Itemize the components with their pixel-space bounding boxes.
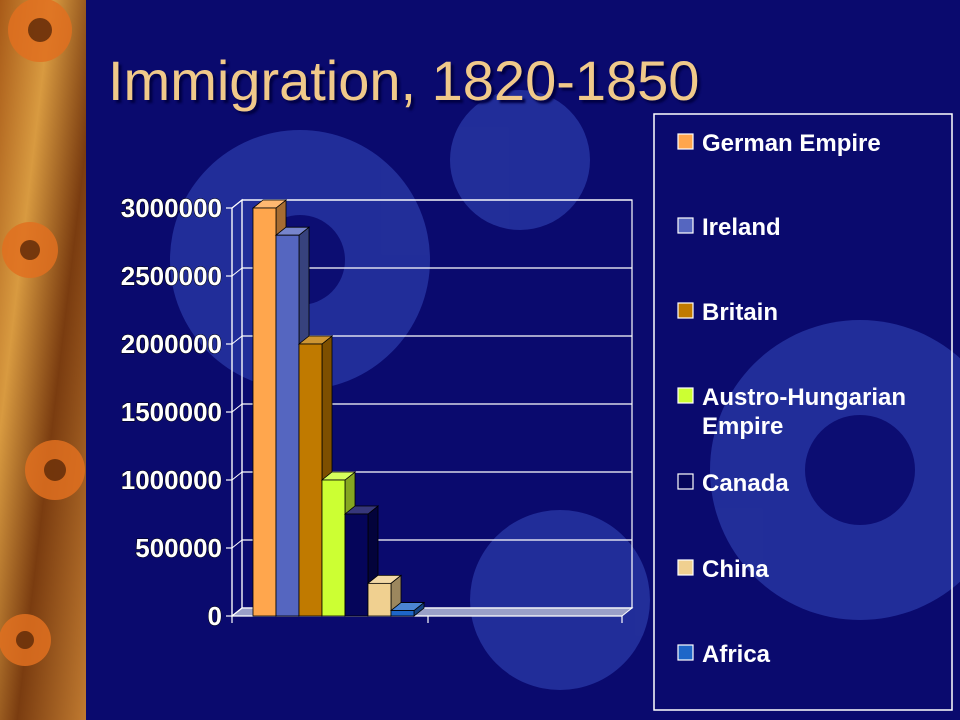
legend-label: China <box>702 556 769 583</box>
legend-label-line: Austro-Hungarian <box>702 384 906 411</box>
legend: German Empire Ireland Britain Austro-Hungar… <box>653 113 953 711</box>
legend-label: German Empire <box>702 130 881 157</box>
gridline-side <box>231 607 243 617</box>
legend-label-line: Canada <box>702 470 789 497</box>
y-tick-label: 1000000 <box>121 465 222 495</box>
strip-gear-inner-icon <box>16 18 66 649</box>
gridline-side <box>231 335 243 345</box>
legend-label-line: China <box>702 556 769 583</box>
bar-front <box>298 343 323 617</box>
legend-swatch <box>677 559 694 576</box>
bar-front <box>344 513 369 617</box>
y-axis-ticks: 3000000 2500000 2000000 1500000 1000000 50000… <box>120 193 232 632</box>
legend-label-line: German Empire <box>702 130 881 157</box>
legend-swatch <box>677 644 694 661</box>
legend-item: Africa <box>677 641 771 668</box>
legend-swatch <box>677 217 694 234</box>
legend-swatch <box>677 387 694 404</box>
legend-box <box>653 113 953 711</box>
legend-label-line: Ireland <box>702 214 781 241</box>
legend-label: Canada <box>702 470 789 497</box>
y-tick-label: 2500000 <box>121 261 222 291</box>
legend-label: Africa <box>702 641 771 668</box>
bar-front <box>390 610 415 617</box>
legend-swatch <box>677 302 694 319</box>
y-tick-label: 1500000 <box>121 397 222 427</box>
legend-label: Ireland <box>702 214 781 241</box>
decorative-left-strip <box>0 0 86 720</box>
legend-label-line: Empire <box>702 413 783 440</box>
y-tick-label: 3000000 <box>121 193 222 223</box>
gridline-side <box>231 403 243 413</box>
bar-front <box>275 234 300 617</box>
legend-label: Britain <box>702 299 778 326</box>
slide-title: Immigration, 1820-1850 <box>108 49 700 112</box>
legend-item: Britain <box>677 299 778 326</box>
bar-front <box>367 582 392 617</box>
gridline-side <box>231 199 243 209</box>
bars-layer <box>251 199 426 617</box>
legend-item: Austro-Hungarian Empire <box>677 384 906 440</box>
y-tick-label: 2000000 <box>121 329 222 359</box>
legend-swatch <box>677 133 694 150</box>
legend-label-line: Africa <box>702 641 771 668</box>
legend-label-line: Britain <box>702 299 778 326</box>
legend-item: Canada <box>677 470 789 497</box>
grid-layer <box>230 198 634 623</box>
bar-front <box>252 207 277 617</box>
gridline-side <box>231 539 243 549</box>
legend-item: China <box>677 556 769 583</box>
y-tick-label: 500000 <box>135 533 222 563</box>
legend-label: Austro-Hungarian Empire <box>702 384 906 440</box>
gridline-side <box>231 471 243 481</box>
bar-front <box>321 479 346 617</box>
legend-item: Ireland <box>677 214 781 241</box>
legend-item: German Empire <box>677 130 881 157</box>
bar <box>389 601 426 617</box>
legend-swatch <box>677 473 694 490</box>
gridline-side <box>231 267 243 277</box>
y-tick-label: 0 <box>208 601 222 631</box>
